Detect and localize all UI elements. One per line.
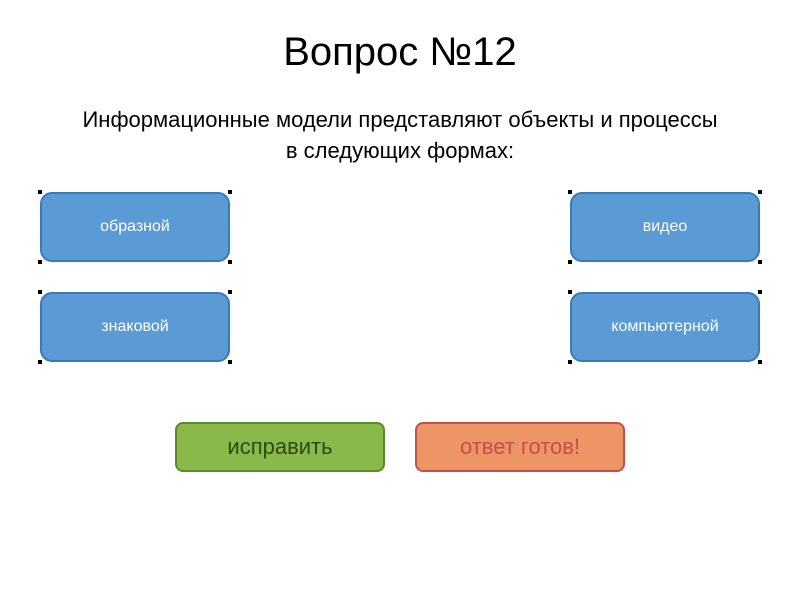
option-label: компьютерной <box>611 318 718 336</box>
selection-handle <box>568 190 572 194</box>
selection-handle <box>38 260 42 264</box>
option-button-2[interactable]: видео <box>570 192 760 262</box>
question-text: Информационные модели представляют объек… <box>75 105 725 167</box>
option-label: видео <box>643 218 688 236</box>
option-button-1[interactable]: образной <box>40 192 230 262</box>
action-row: исправить ответ готов! <box>175 422 625 472</box>
selection-handle <box>38 190 42 194</box>
option-wrapper: видео <box>500 192 760 262</box>
selection-handle <box>228 360 232 364</box>
option-wrapper: образной <box>40 192 300 262</box>
fix-button-label: исправить <box>227 434 332 460</box>
selection-handle <box>38 360 42 364</box>
selection-handle <box>568 360 572 364</box>
selection-handle <box>568 290 572 294</box>
question-title: Вопрос №12 <box>283 30 517 75</box>
selection-handle <box>568 260 572 264</box>
selection-handle <box>228 190 232 194</box>
selection-handle <box>228 260 232 264</box>
ready-button[interactable]: ответ готов! <box>415 422 625 472</box>
selection-handle <box>758 260 762 264</box>
option-wrapper: знаковой <box>40 292 300 362</box>
selection-handle <box>758 190 762 194</box>
option-label: образной <box>100 218 170 236</box>
selection-handle <box>758 360 762 364</box>
option-label: знаковой <box>101 318 168 336</box>
fix-button[interactable]: исправить <box>175 422 385 472</box>
option-button-4[interactable]: компьютерной <box>570 292 760 362</box>
options-grid: образной видео знаковой <box>40 192 760 362</box>
option-wrapper: компьютерной <box>500 292 760 362</box>
selection-handle <box>758 290 762 294</box>
selection-handle <box>228 290 232 294</box>
quiz-slide: Вопрос №12 Информационные модели предста… <box>0 0 800 600</box>
ready-button-label: ответ готов! <box>460 434 580 460</box>
selection-handle <box>38 290 42 294</box>
option-button-3[interactable]: знаковой <box>40 292 230 362</box>
